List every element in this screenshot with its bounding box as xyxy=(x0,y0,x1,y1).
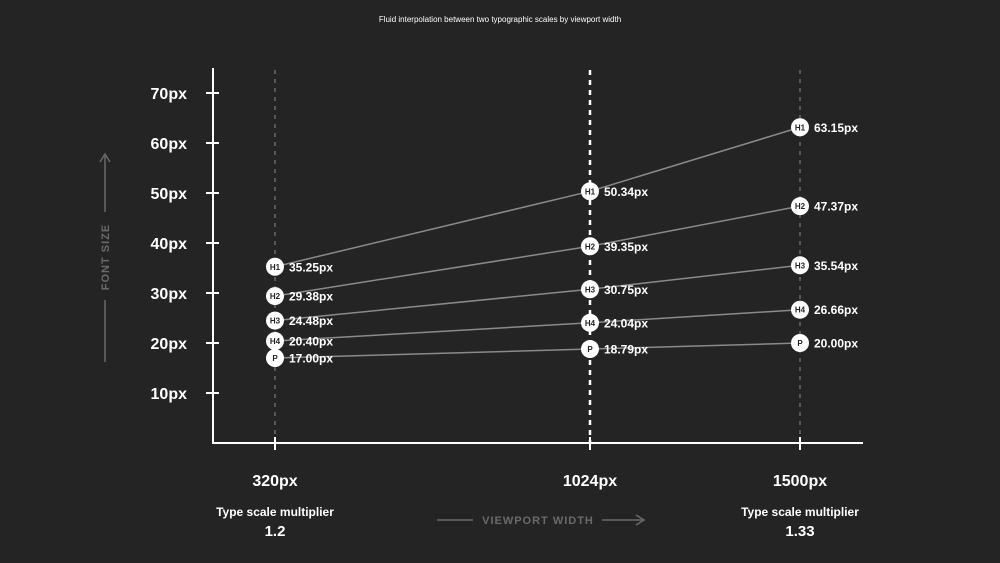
data-point-h3: H3 35.54px xyxy=(791,256,858,275)
point-badge xyxy=(266,311,284,330)
point-badge-label: P xyxy=(797,339,803,348)
point-badge-label: H1 xyxy=(585,187,596,196)
point-value-label: 35.25px xyxy=(289,260,333,274)
y-axis-title-group: FONT SIZE xyxy=(99,152,112,362)
point-badge xyxy=(266,287,284,306)
series-lines xyxy=(274,126,801,359)
data-point-h4: H4 26.66px xyxy=(791,300,858,319)
point-badge-label: H2 xyxy=(795,202,806,211)
point-value-label: 17.00px xyxy=(289,352,333,366)
left-multiplier-value: 1.2 xyxy=(265,523,286,540)
point-value-label: 30.75px xyxy=(604,283,648,297)
point-badge xyxy=(581,237,599,256)
y-axis-title: FONT SIZE xyxy=(100,224,112,290)
point-value-label: 50.34px xyxy=(604,185,648,199)
point-value-label: 24.48px xyxy=(289,314,333,328)
right-multiplier-value: 1.33 xyxy=(785,523,814,540)
data-point-h1: H1 35.25px xyxy=(266,257,333,276)
point-badge xyxy=(266,349,284,367)
point-badge-label: H2 xyxy=(585,242,596,251)
data-point-h2: H2 29.38px xyxy=(266,287,333,306)
data-point-p: P 18.79px xyxy=(581,340,648,359)
x-axis-title: VIEWPORT WIDTH xyxy=(482,515,594,527)
point-badge xyxy=(581,280,599,299)
series-points: H1 35.25px H1 50.34px H1 63.15px H2 29.38px H2 39… xyxy=(266,118,858,367)
right-multiplier-label: Type scale multiplier xyxy=(741,505,859,519)
chart-title: Fluid interpolation between two typograp… xyxy=(379,15,621,24)
point-value-label: 29.38px xyxy=(289,290,333,304)
point-value-label: 18.79px xyxy=(604,343,648,357)
point-badge xyxy=(791,197,809,216)
x-tick-label: 1500px xyxy=(773,473,827,490)
series-line-h3 xyxy=(274,264,801,322)
series-line-h1 xyxy=(274,126,801,268)
series-line-h4 xyxy=(274,308,801,342)
x-ticks: 320px 1024px 1500px xyxy=(252,437,827,490)
point-badge xyxy=(266,257,284,276)
y-tick-label: 10px xyxy=(151,386,188,403)
point-badge xyxy=(581,340,599,359)
point-value-label: 20.00px xyxy=(814,337,858,351)
data-point-h4: H4 24.04px xyxy=(581,313,648,332)
point-badge xyxy=(791,300,809,319)
point-value-label: 39.35px xyxy=(604,240,648,254)
point-badge-label: H3 xyxy=(795,261,806,270)
y-tick-label: 50px xyxy=(151,186,188,203)
data-point-h2: H2 39.35px xyxy=(581,237,648,256)
point-badge-label: H4 xyxy=(585,319,596,328)
point-badge-label: H1 xyxy=(270,263,281,272)
point-badge-label: P xyxy=(272,354,278,363)
arrow-up-icon xyxy=(99,152,111,163)
point-badge xyxy=(791,256,809,275)
y-tick-label: 40px xyxy=(151,236,188,253)
point-badge-label: H4 xyxy=(270,337,281,346)
point-badge xyxy=(791,118,809,137)
y-ticks: 10px 20px 30px 40px 50px 60px 70px xyxy=(151,86,219,403)
point-badge xyxy=(581,182,599,201)
data-point-p: P 17.00px xyxy=(266,349,333,367)
point-badge-label: H1 xyxy=(795,123,806,132)
data-point-h3: H3 30.75px xyxy=(581,280,648,299)
point-badge xyxy=(791,334,809,352)
point-value-label: 35.54px xyxy=(814,259,858,273)
vertical-guides xyxy=(274,70,801,443)
axes xyxy=(212,68,863,444)
data-point-h3: H3 24.48px xyxy=(266,311,333,330)
point-value-label: 26.66px xyxy=(814,303,858,317)
data-point-h4: H4 20.40px xyxy=(266,332,333,350)
y-tick-label: 20px xyxy=(151,336,188,353)
y-tick-label: 30px xyxy=(151,286,188,303)
data-point-h1: H1 63.15px xyxy=(791,118,858,137)
point-value-label: 24.04px xyxy=(604,316,648,330)
x-tick-label: 320px xyxy=(252,473,297,490)
point-badge xyxy=(266,332,284,350)
point-value-label: 20.40px xyxy=(289,335,333,349)
data-point-h2: H2 47.37px xyxy=(791,197,858,216)
x-axis-title-group: VIEWPORT WIDTH xyxy=(437,514,646,527)
point-badge-label: H2 xyxy=(270,292,281,301)
point-badge-label: H3 xyxy=(585,285,596,294)
y-tick-label: 70px xyxy=(151,86,188,103)
point-value-label: 47.37px xyxy=(814,200,858,214)
x-tick-label: 1024px xyxy=(563,473,617,490)
point-badge-label: H3 xyxy=(270,317,281,326)
point-badge-label: H4 xyxy=(795,306,806,315)
point-badge xyxy=(581,313,599,332)
data-point-h1: H1 50.34px xyxy=(581,182,648,201)
series-line-h2 xyxy=(274,205,801,297)
point-value-label: 63.15px xyxy=(814,121,858,135)
y-tick-label: 60px xyxy=(151,136,188,153)
left-multiplier-label: Type scale multiplier xyxy=(216,505,334,519)
series-line-p xyxy=(274,342,801,359)
point-badge-label: P xyxy=(587,345,593,354)
data-point-p: P 20.00px xyxy=(791,334,858,352)
arrow-right-icon xyxy=(635,514,646,526)
